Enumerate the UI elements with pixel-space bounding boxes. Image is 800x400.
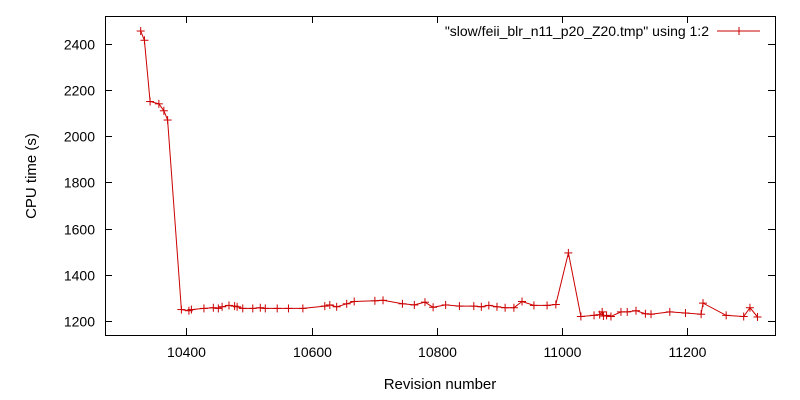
data-point [209, 303, 218, 312]
data-point [154, 99, 163, 108]
data-point [187, 305, 196, 314]
data-point [159, 106, 168, 115]
data-point [606, 312, 615, 321]
data-point [631, 306, 640, 315]
y-axis-label: CPU time (s) [23, 133, 40, 219]
data-point [199, 304, 208, 313]
y-tick-label: 1600 [64, 222, 95, 238]
data-point [753, 312, 762, 321]
axis-tick-labels: 10400 10600 10800 11000 11200 1200 1400 1600 180… [64, 37, 707, 361]
x-axis-label: Revision number [384, 376, 497, 393]
data-point [477, 302, 486, 311]
data-point [529, 301, 538, 310]
data-point [602, 311, 611, 320]
data-point [469, 302, 478, 311]
x-tick-label: 10800 [418, 344, 457, 360]
data-point [379, 296, 388, 305]
data-point [543, 301, 552, 310]
data-point [722, 311, 731, 320]
series-group [136, 27, 762, 321]
y-tick-label: 2400 [64, 37, 95, 53]
x-tick-label: 11000 [544, 344, 582, 360]
y-tick-label: 2000 [64, 129, 95, 145]
data-point [455, 302, 464, 311]
data-point [218, 302, 227, 311]
legend: "slow/feii_blr_n11_p20_Z20.tmp" using 1:… [445, 23, 760, 39]
data-point [564, 248, 573, 257]
data-point [233, 302, 242, 311]
data-point [441, 300, 450, 309]
data-point [420, 298, 429, 307]
data-point [136, 27, 145, 36]
data-point [284, 304, 293, 313]
data-point [224, 301, 233, 310]
data-point [350, 297, 359, 306]
y-tick-label: 1200 [64, 314, 95, 330]
data-point [484, 301, 493, 310]
data-point [410, 300, 419, 309]
data-point [238, 304, 247, 313]
data-point [370, 296, 379, 305]
data-point [398, 299, 407, 308]
y-tick-label: 2200 [64, 83, 95, 99]
data-point [332, 302, 341, 311]
data-point [518, 297, 527, 306]
data-point [248, 304, 257, 313]
data-point [551, 300, 560, 309]
data-point [325, 300, 334, 309]
data-point [298, 304, 307, 313]
x-tick-label: 10400 [167, 344, 206, 360]
data-point [492, 302, 501, 311]
data-point [429, 303, 438, 312]
y-tick-label: 1400 [64, 268, 95, 284]
x-tick-label: 10600 [293, 344, 332, 360]
y-tick-label: 1800 [64, 175, 95, 191]
data-point [140, 36, 149, 45]
data-point [665, 307, 674, 316]
data-point [598, 307, 607, 316]
data-point [623, 307, 632, 316]
data-point [501, 303, 510, 312]
data-point [256, 303, 265, 312]
data-point [177, 305, 186, 314]
data-point [273, 304, 282, 313]
data-point [146, 97, 155, 106]
data-point [576, 312, 585, 321]
data-point [261, 304, 270, 313]
legend-entry-label: "slow/feii_blr_n11_p20_Z20.tmp" using 1:… [445, 23, 709, 39]
data-point [745, 303, 754, 312]
data-point [163, 116, 172, 125]
data-point [681, 309, 690, 318]
data-point [342, 299, 351, 308]
series-line [140, 30, 758, 318]
data-point [214, 304, 223, 313]
data-point [590, 311, 599, 320]
data-point [509, 303, 518, 312]
plot-frame [105, 16, 776, 336]
x-tick-label: 11200 [669, 344, 707, 360]
data-point [697, 310, 706, 319]
data-point [739, 312, 748, 321]
axis-ticks [105, 16, 775, 335]
data-point [698, 299, 707, 308]
data-point [320, 302, 329, 311]
data-point [647, 310, 656, 319]
